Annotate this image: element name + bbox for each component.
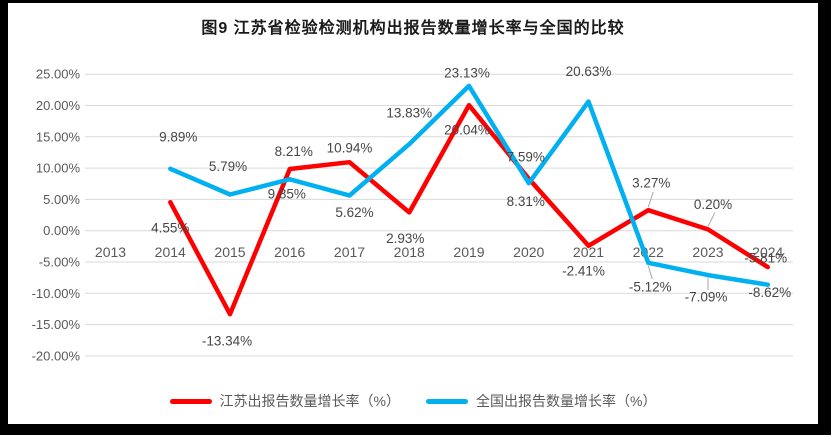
- chart-legend: 江苏出报告数量增长率（%） 全国出报告数量增长率（%）: [8, 391, 818, 411]
- legend-label-national: 全国出报告数量增长率（%）: [476, 393, 657, 409]
- legend-item-jiangsu: 江苏出报告数量增长率（%）: [169, 391, 400, 411]
- jiangsu-line-swatch: [169, 398, 212, 404]
- national-line-swatch: [426, 398, 468, 404]
- chart-title: 图9 江苏省检验检测机构出报告数量增长率与全国的比较: [201, 20, 625, 37]
- legend-item-national: 全国出报告数量增长率（%）: [426, 391, 656, 411]
- legend-label-jiangsu: 江苏出报告数量增长率（%）: [219, 393, 400, 409]
- chart-canvas: 图9 江苏省检验检测机构出报告数量增长率与全国的比较 江苏出报告数量增长率（%）…: [8, 3, 818, 424]
